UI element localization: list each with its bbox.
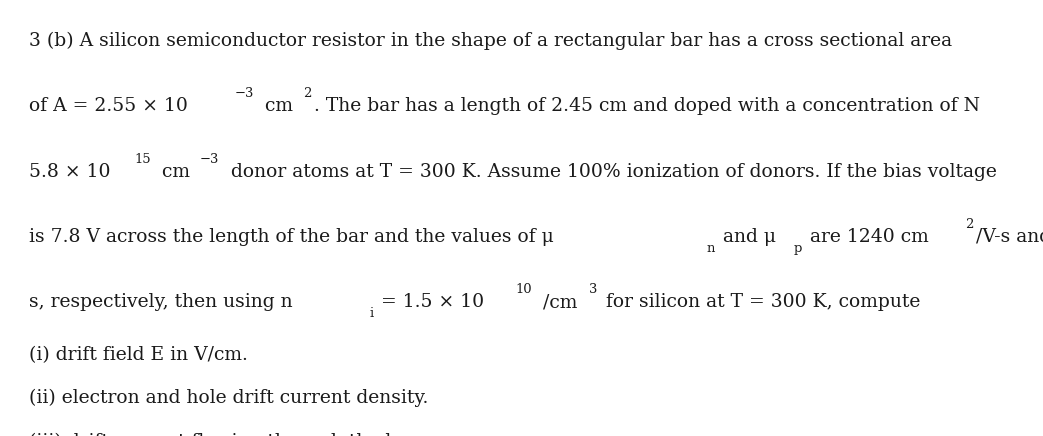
Text: 2: 2 — [965, 218, 973, 231]
Text: −3: −3 — [235, 87, 253, 100]
Text: 5.8 × 10: 5.8 × 10 — [29, 163, 111, 181]
Text: are 1240 cm: are 1240 cm — [804, 228, 929, 246]
Text: (ii) electron and hole drift current density.: (ii) electron and hole drift current den… — [29, 389, 429, 407]
Text: 3 (b) A silicon semiconductor resistor in the shape of a rectangular bar has a c: 3 (b) A silicon semiconductor resistor i… — [29, 31, 952, 50]
Text: is 7.8 V across the length of the bar and the values of μ: is 7.8 V across the length of the bar an… — [29, 228, 554, 246]
Text: i: i — [369, 307, 373, 320]
Text: for silicon at T = 300 K, compute: for silicon at T = 300 K, compute — [600, 293, 920, 311]
Text: n: n — [706, 242, 714, 255]
Text: cm: cm — [260, 97, 293, 115]
Text: . The bar has a length of 2.45 cm and doped with a concentration of N: . The bar has a length of 2.45 cm and do… — [314, 97, 979, 115]
Text: 2: 2 — [304, 87, 312, 100]
Text: of A = 2.55 × 10: of A = 2.55 × 10 — [29, 97, 188, 115]
Text: /cm: /cm — [537, 293, 578, 311]
Text: p: p — [794, 242, 802, 255]
Text: 3: 3 — [589, 283, 598, 296]
Text: s, respectively, then using n: s, respectively, then using n — [29, 293, 293, 311]
Text: /V-s and 480 cm: /V-s and 480 cm — [976, 228, 1043, 246]
Text: cm: cm — [155, 163, 190, 181]
Text: (iii) drift current flowing through the bar.: (iii) drift current flowing through the … — [29, 433, 421, 436]
Text: and μ: and μ — [718, 228, 776, 246]
Text: −3: −3 — [199, 153, 219, 166]
Text: (i) drift field E in V/cm.: (i) drift field E in V/cm. — [29, 346, 248, 364]
Text: 15: 15 — [135, 153, 151, 166]
Text: donor atoms at T = 300 K. Assume 100% ionization of donors. If the bias voltage: donor atoms at T = 300 K. Assume 100% io… — [224, 163, 996, 181]
Text: 10: 10 — [515, 283, 532, 296]
Text: = 1.5 × 10: = 1.5 × 10 — [374, 293, 484, 311]
